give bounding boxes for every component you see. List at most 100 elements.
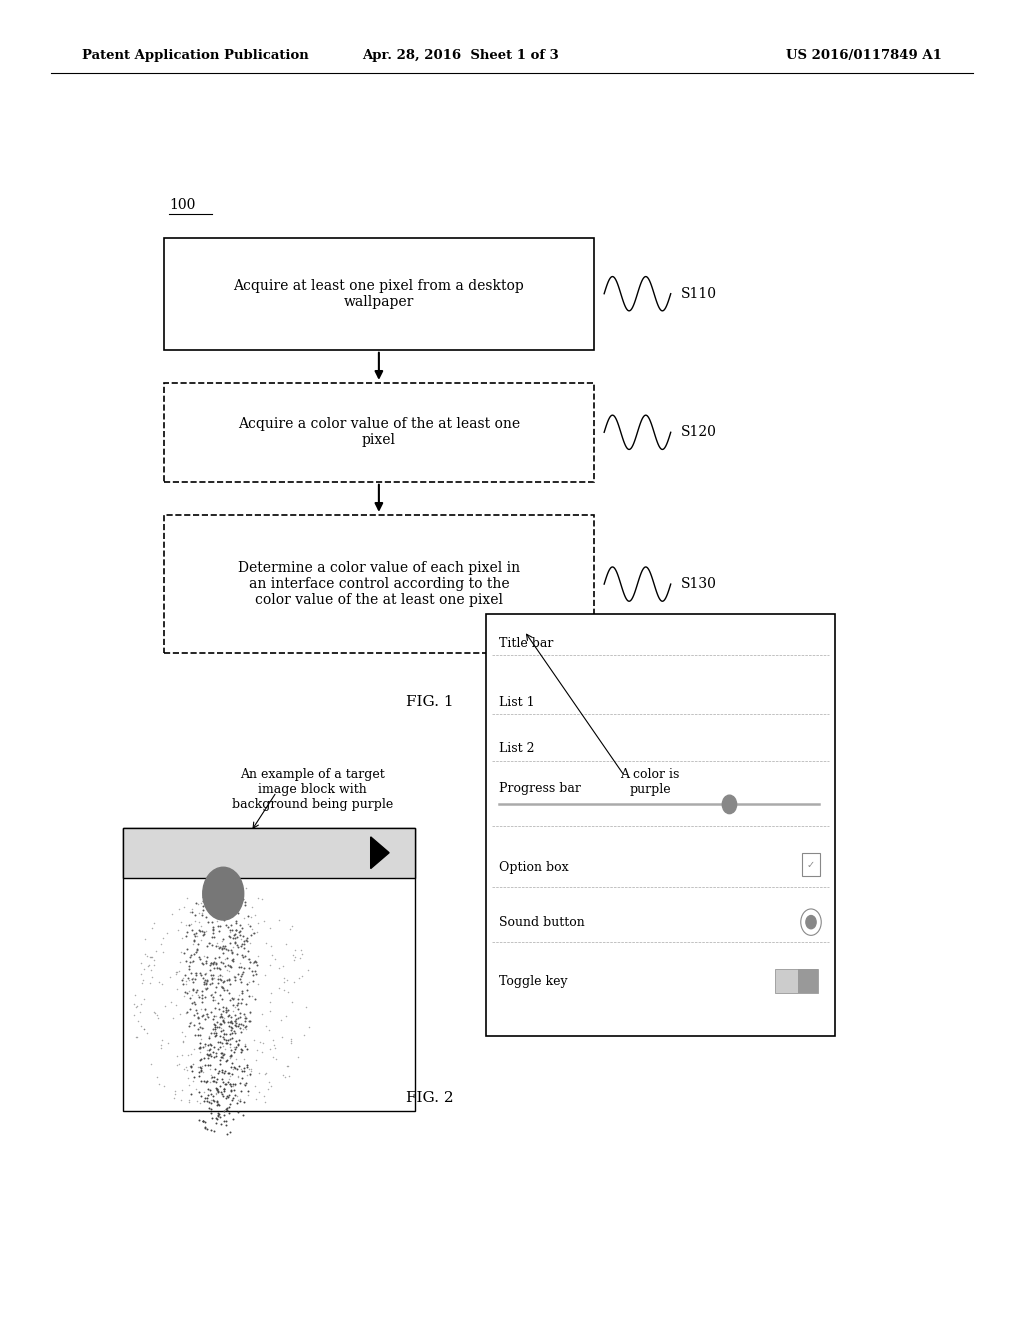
Point bbox=[276, 979, 293, 1001]
Point bbox=[224, 994, 241, 1015]
Point bbox=[247, 950, 263, 972]
Point bbox=[197, 1088, 213, 1109]
Point bbox=[184, 978, 201, 999]
Point bbox=[182, 913, 199, 935]
Point bbox=[188, 1078, 205, 1100]
Point bbox=[210, 973, 226, 994]
Text: S130: S130 bbox=[681, 577, 717, 591]
Point bbox=[215, 1047, 231, 1068]
Point bbox=[208, 1082, 224, 1104]
Point bbox=[266, 1038, 283, 1059]
Point bbox=[236, 931, 252, 952]
Point bbox=[197, 1035, 213, 1056]
Point bbox=[198, 1034, 214, 1055]
Point bbox=[243, 932, 259, 953]
Point bbox=[197, 888, 213, 909]
Point bbox=[239, 929, 255, 950]
Point bbox=[187, 911, 204, 932]
Point bbox=[221, 1069, 238, 1090]
Point bbox=[207, 998, 223, 1019]
Point bbox=[226, 1074, 243, 1096]
Point bbox=[231, 925, 248, 946]
Point bbox=[218, 1032, 234, 1053]
Point bbox=[170, 920, 186, 941]
Point bbox=[239, 1056, 255, 1077]
Point bbox=[200, 1048, 216, 1069]
Point bbox=[232, 1014, 249, 1035]
Point bbox=[213, 1014, 229, 1035]
Point bbox=[208, 1072, 224, 1093]
Point bbox=[180, 915, 197, 936]
Point bbox=[213, 975, 229, 997]
Point bbox=[257, 1064, 273, 1085]
Point bbox=[210, 870, 226, 891]
Point bbox=[219, 960, 236, 981]
Point bbox=[221, 1073, 238, 1094]
Point bbox=[214, 937, 230, 958]
Point bbox=[199, 946, 215, 968]
Point bbox=[212, 1074, 228, 1096]
Point bbox=[204, 935, 220, 956]
Point bbox=[222, 956, 239, 977]
Point bbox=[237, 1034, 253, 1055]
Point bbox=[195, 895, 211, 916]
Text: ✓: ✓ bbox=[807, 859, 815, 870]
Point bbox=[220, 896, 237, 917]
Point bbox=[147, 1003, 164, 1024]
Point bbox=[210, 1063, 226, 1084]
Point bbox=[234, 1104, 251, 1125]
Point bbox=[216, 1081, 232, 1102]
Point bbox=[181, 1074, 198, 1096]
Point bbox=[254, 1041, 270, 1063]
Point bbox=[135, 989, 152, 1010]
Point bbox=[193, 916, 209, 937]
Point bbox=[229, 1089, 246, 1110]
Point bbox=[175, 973, 191, 994]
Point bbox=[245, 964, 261, 985]
Point bbox=[197, 1055, 213, 1076]
Point bbox=[137, 929, 154, 950]
Point bbox=[201, 1028, 217, 1049]
Point bbox=[200, 1035, 216, 1056]
Point bbox=[242, 1002, 258, 1023]
Point bbox=[218, 1110, 234, 1131]
Point bbox=[272, 1010, 289, 1031]
Point bbox=[224, 949, 241, 970]
Point bbox=[238, 1074, 254, 1096]
Point bbox=[199, 970, 215, 991]
Text: FIG. 2: FIG. 2 bbox=[407, 1092, 454, 1105]
Point bbox=[278, 1006, 294, 1027]
Point bbox=[230, 1014, 247, 1035]
Point bbox=[216, 1077, 232, 1098]
Point bbox=[241, 972, 257, 993]
Point bbox=[220, 1063, 237, 1084]
Point bbox=[159, 923, 175, 944]
Point bbox=[233, 945, 250, 966]
Point bbox=[229, 927, 246, 948]
Point bbox=[227, 969, 244, 990]
Point bbox=[126, 1005, 142, 1026]
Point bbox=[198, 1072, 214, 1093]
Point bbox=[199, 1003, 215, 1024]
Point bbox=[213, 1020, 229, 1041]
Point bbox=[207, 1026, 223, 1047]
Point bbox=[203, 1119, 219, 1140]
Point bbox=[207, 1107, 223, 1129]
Point bbox=[187, 941, 204, 962]
Point bbox=[208, 936, 224, 957]
Point bbox=[227, 932, 244, 953]
Point bbox=[200, 977, 216, 998]
Point bbox=[202, 1039, 218, 1060]
Point bbox=[208, 953, 224, 974]
Point bbox=[230, 1065, 247, 1086]
Point bbox=[190, 933, 207, 954]
Point bbox=[228, 1031, 245, 1052]
Point bbox=[201, 1027, 217, 1048]
Point bbox=[153, 1038, 169, 1059]
Point bbox=[247, 989, 263, 1010]
Text: List 1: List 1 bbox=[499, 696, 535, 709]
Point bbox=[204, 899, 220, 920]
Point bbox=[182, 1056, 199, 1077]
Point bbox=[225, 1056, 242, 1077]
Point bbox=[218, 1051, 234, 1072]
